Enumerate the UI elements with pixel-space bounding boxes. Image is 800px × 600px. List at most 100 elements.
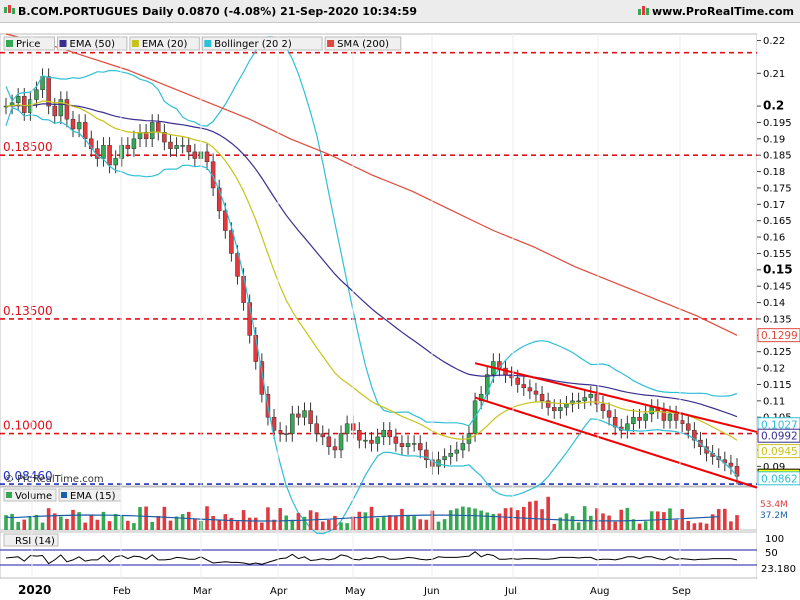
candle-body (521, 384, 527, 388)
volume-bar (570, 516, 575, 530)
watermark: © ProRealTime.com (4, 474, 104, 485)
candle-body (283, 433, 289, 435)
legend-swatch (327, 40, 335, 47)
last-value-box (757, 444, 800, 459)
legend-box (3, 488, 57, 502)
chart-type-icon[interactable] (4, 5, 15, 16)
y-tick-label: 0.2 (763, 99, 784, 113)
volume-bar (381, 516, 386, 530)
legend-swatch (59, 40, 67, 47)
y-tick-label: 0.175 (763, 183, 792, 194)
last-value-label: 0.1027 (761, 419, 798, 431)
symbol-line: B.COM.PORTUGUES Daily 0.0870 (-4.08%) 21… (4, 5, 417, 18)
volume-bar (186, 511, 191, 530)
candle-body (686, 423, 691, 431)
volume-bar (241, 510, 246, 530)
volume-bar (4, 515, 8, 530)
volume-bar (454, 508, 459, 530)
volume-bar (150, 521, 154, 530)
rsi-tick-label: 100 (765, 534, 784, 545)
volume-bar (479, 510, 483, 530)
volume-bar (211, 515, 215, 530)
volume-bar (22, 519, 27, 530)
candle-body (320, 433, 326, 438)
legend-label: EMA (50) (70, 39, 116, 50)
candle-body (308, 410, 313, 425)
candle-body (631, 416, 636, 425)
y-tick-label: 0.19 (763, 134, 785, 145)
legend-box (129, 36, 200, 51)
candle-body (34, 89, 39, 100)
volume-last-value: 53.4M (760, 500, 788, 510)
site-link[interactable]: www.ProRealTime.com (637, 5, 794, 18)
candle-body (156, 122, 161, 133)
candle-body (113, 158, 118, 166)
last-value-box (757, 428, 800, 443)
candle-body (679, 420, 685, 425)
y-tick-label: 0.18 (763, 167, 785, 178)
volume-bar (467, 507, 471, 530)
volume-bar (46, 508, 51, 530)
candle-body (515, 377, 520, 385)
candle-body (168, 141, 173, 149)
volume-bar (34, 514, 39, 530)
legend-box (3, 533, 59, 547)
volume-bar (564, 513, 569, 530)
candle-body (545, 400, 551, 408)
volume-bar (442, 519, 447, 530)
candle-body (174, 145, 179, 149)
volume-bar (119, 515, 124, 530)
site-url: www.ProRealTime.com (651, 5, 794, 18)
rsi-last-value: 23.180 (761, 564, 796, 575)
candle-body (277, 430, 283, 434)
volume-bar (345, 523, 349, 530)
volume-bar (113, 513, 118, 530)
candle-body (46, 76, 51, 107)
volume-bar (552, 523, 557, 530)
candle-body (363, 439, 368, 442)
volume-bar (540, 509, 544, 530)
volume-bar (260, 522, 264, 530)
candle-body (137, 132, 143, 140)
month-label: Sep (672, 586, 691, 597)
candle-body (387, 430, 393, 438)
volume-bar (723, 508, 727, 530)
month-label: Mar (193, 586, 213, 597)
volume-bar (558, 517, 563, 530)
candle-body (302, 410, 307, 418)
candle-body (223, 210, 228, 231)
candle-body (405, 443, 411, 447)
legend-swatch (6, 40, 13, 47)
y-tick-label: 0.185 (763, 151, 792, 162)
candle-body (606, 410, 612, 418)
candle-body (344, 423, 350, 434)
volume-bar (40, 522, 45, 530)
ema50-line (5, 103, 738, 418)
candle-body (454, 449, 460, 454)
y-tick-label: 0.09 (763, 462, 785, 473)
volume-bar (448, 510, 453, 530)
volume-bar (595, 508, 599, 530)
last-value-label: 0.1299 (761, 330, 798, 342)
volume-bar (83, 522, 87, 530)
candle-body (210, 161, 216, 189)
candle-body (484, 374, 490, 395)
refresh-icon[interactable] (637, 6, 649, 16)
volume-bar (424, 519, 429, 530)
candle-body (22, 95, 27, 113)
volume-bar (412, 516, 416, 530)
volume-bar (662, 512, 666, 530)
candle-body (326, 436, 332, 447)
month-label: Feb (113, 586, 131, 597)
last-value-label: 0.0992 (761, 431, 798, 443)
volume-bar (637, 523, 642, 530)
chart-header: B.COM.PORTUGUES Daily 0.0870 (-4.08%) 21… (0, 0, 800, 23)
candle-body (582, 397, 587, 402)
month-label: May (345, 586, 366, 597)
candle-body (162, 132, 167, 143)
legend-label: Price (16, 39, 40, 50)
legend-swatch (61, 492, 67, 498)
volume-bar (631, 519, 636, 530)
candle-body (216, 187, 222, 212)
